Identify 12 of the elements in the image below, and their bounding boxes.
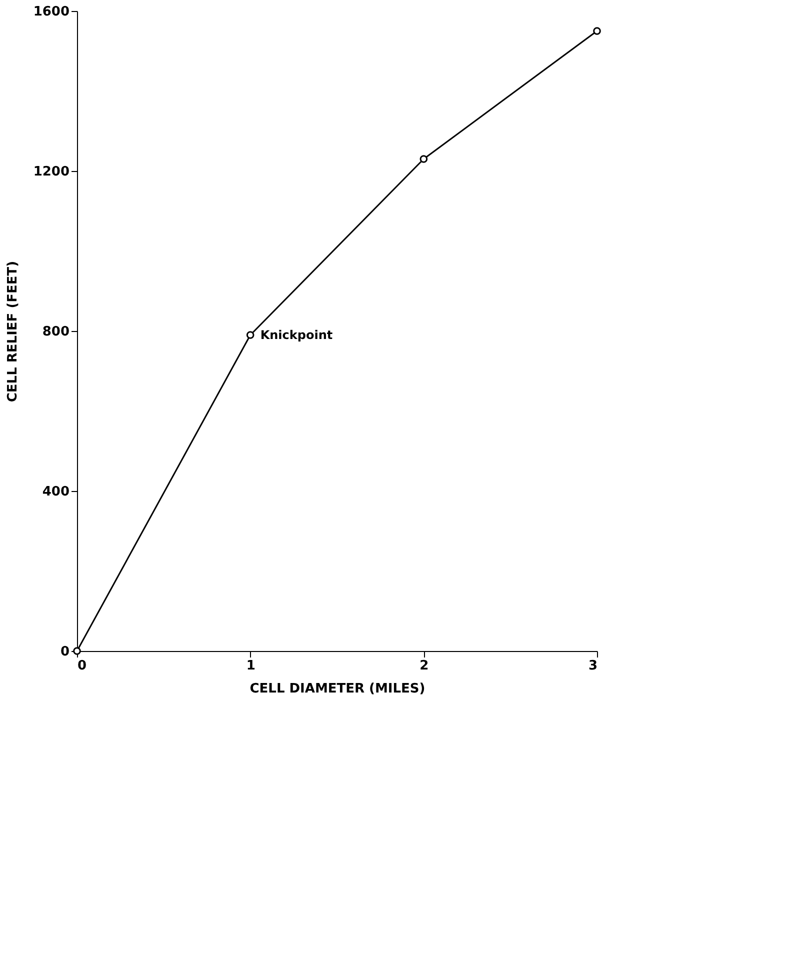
y-tick-label: 1600 <box>33 4 70 20</box>
y-tick-label: 0 <box>60 644 70 660</box>
x-axis-title: CELL DIAMETER (MILES) <box>250 682 426 696</box>
annotation: Knickpoint <box>260 328 333 342</box>
x-tick-label: 2 <box>420 658 429 674</box>
y-tick-label: 800 <box>42 324 70 340</box>
y-tick-label: 400 <box>42 484 70 500</box>
y-axis-title: CELL RELIEF (FEET) <box>5 260 20 402</box>
y-tick-label: 1200 <box>33 164 70 180</box>
x-tick-label: 1 <box>246 658 256 674</box>
x-tick-label: 3 <box>588 658 598 674</box>
x-tick-label: 0 <box>78 658 87 674</box>
